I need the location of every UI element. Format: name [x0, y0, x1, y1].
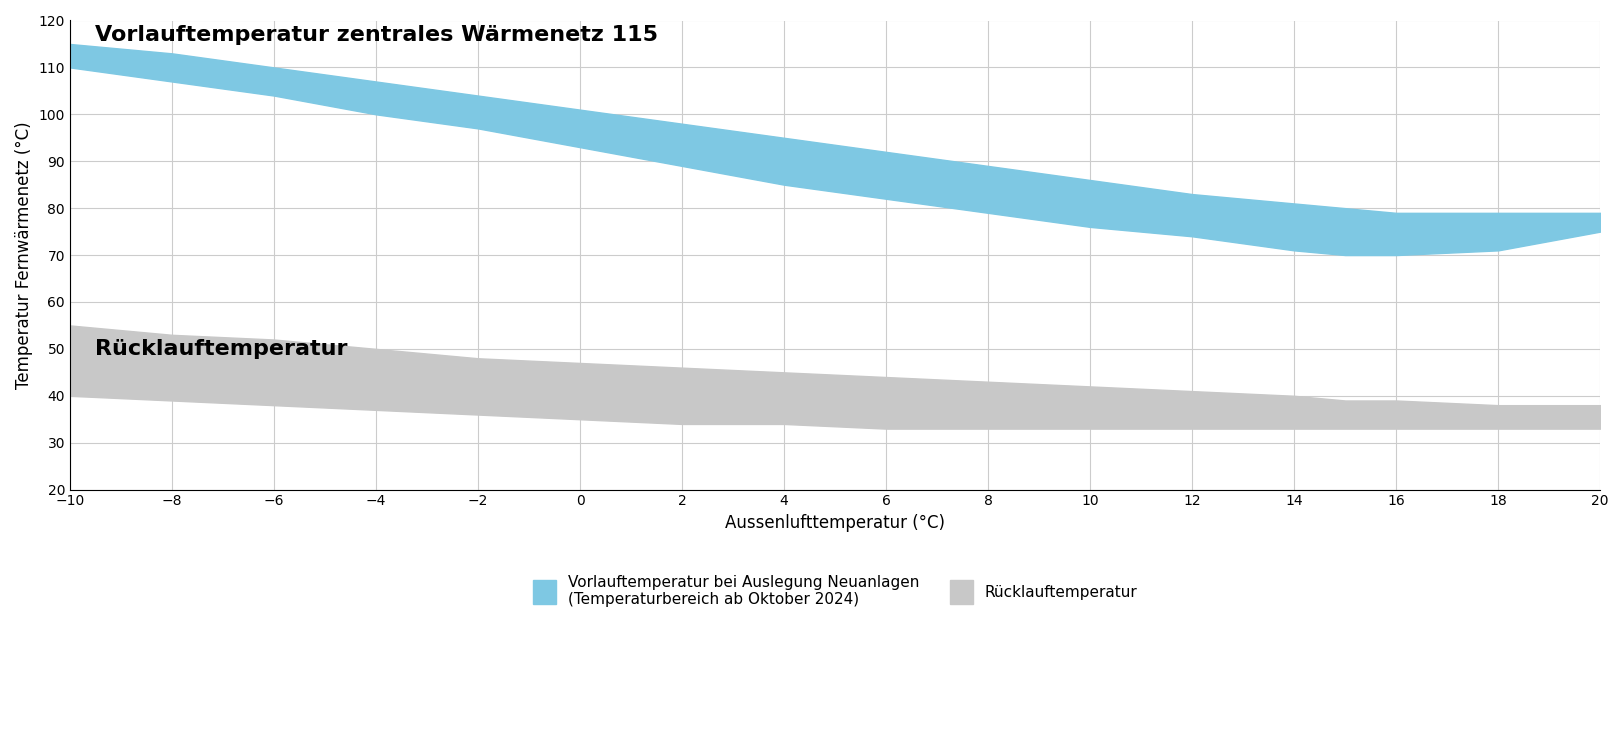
Y-axis label: Temperatur Fernwärmenetz (°C): Temperatur Fernwärmenetz (°C): [15, 121, 32, 389]
Text: Rücklauftemperatur: Rücklauftemperatur: [96, 340, 347, 360]
Legend: Vorlauftemperatur bei Auslegung Neuanlagen
(Temperaturbereich ab Oktober 2024), : Vorlauftemperatur bei Auslegung Neuanlag…: [526, 568, 1143, 613]
X-axis label: Aussenlufttemperatur (°C): Aussenlufttemperatur (°C): [724, 514, 945, 532]
Text: Vorlauftemperatur zentrales Wärmenetz 115: Vorlauftemperatur zentrales Wärmenetz 11…: [96, 25, 657, 45]
